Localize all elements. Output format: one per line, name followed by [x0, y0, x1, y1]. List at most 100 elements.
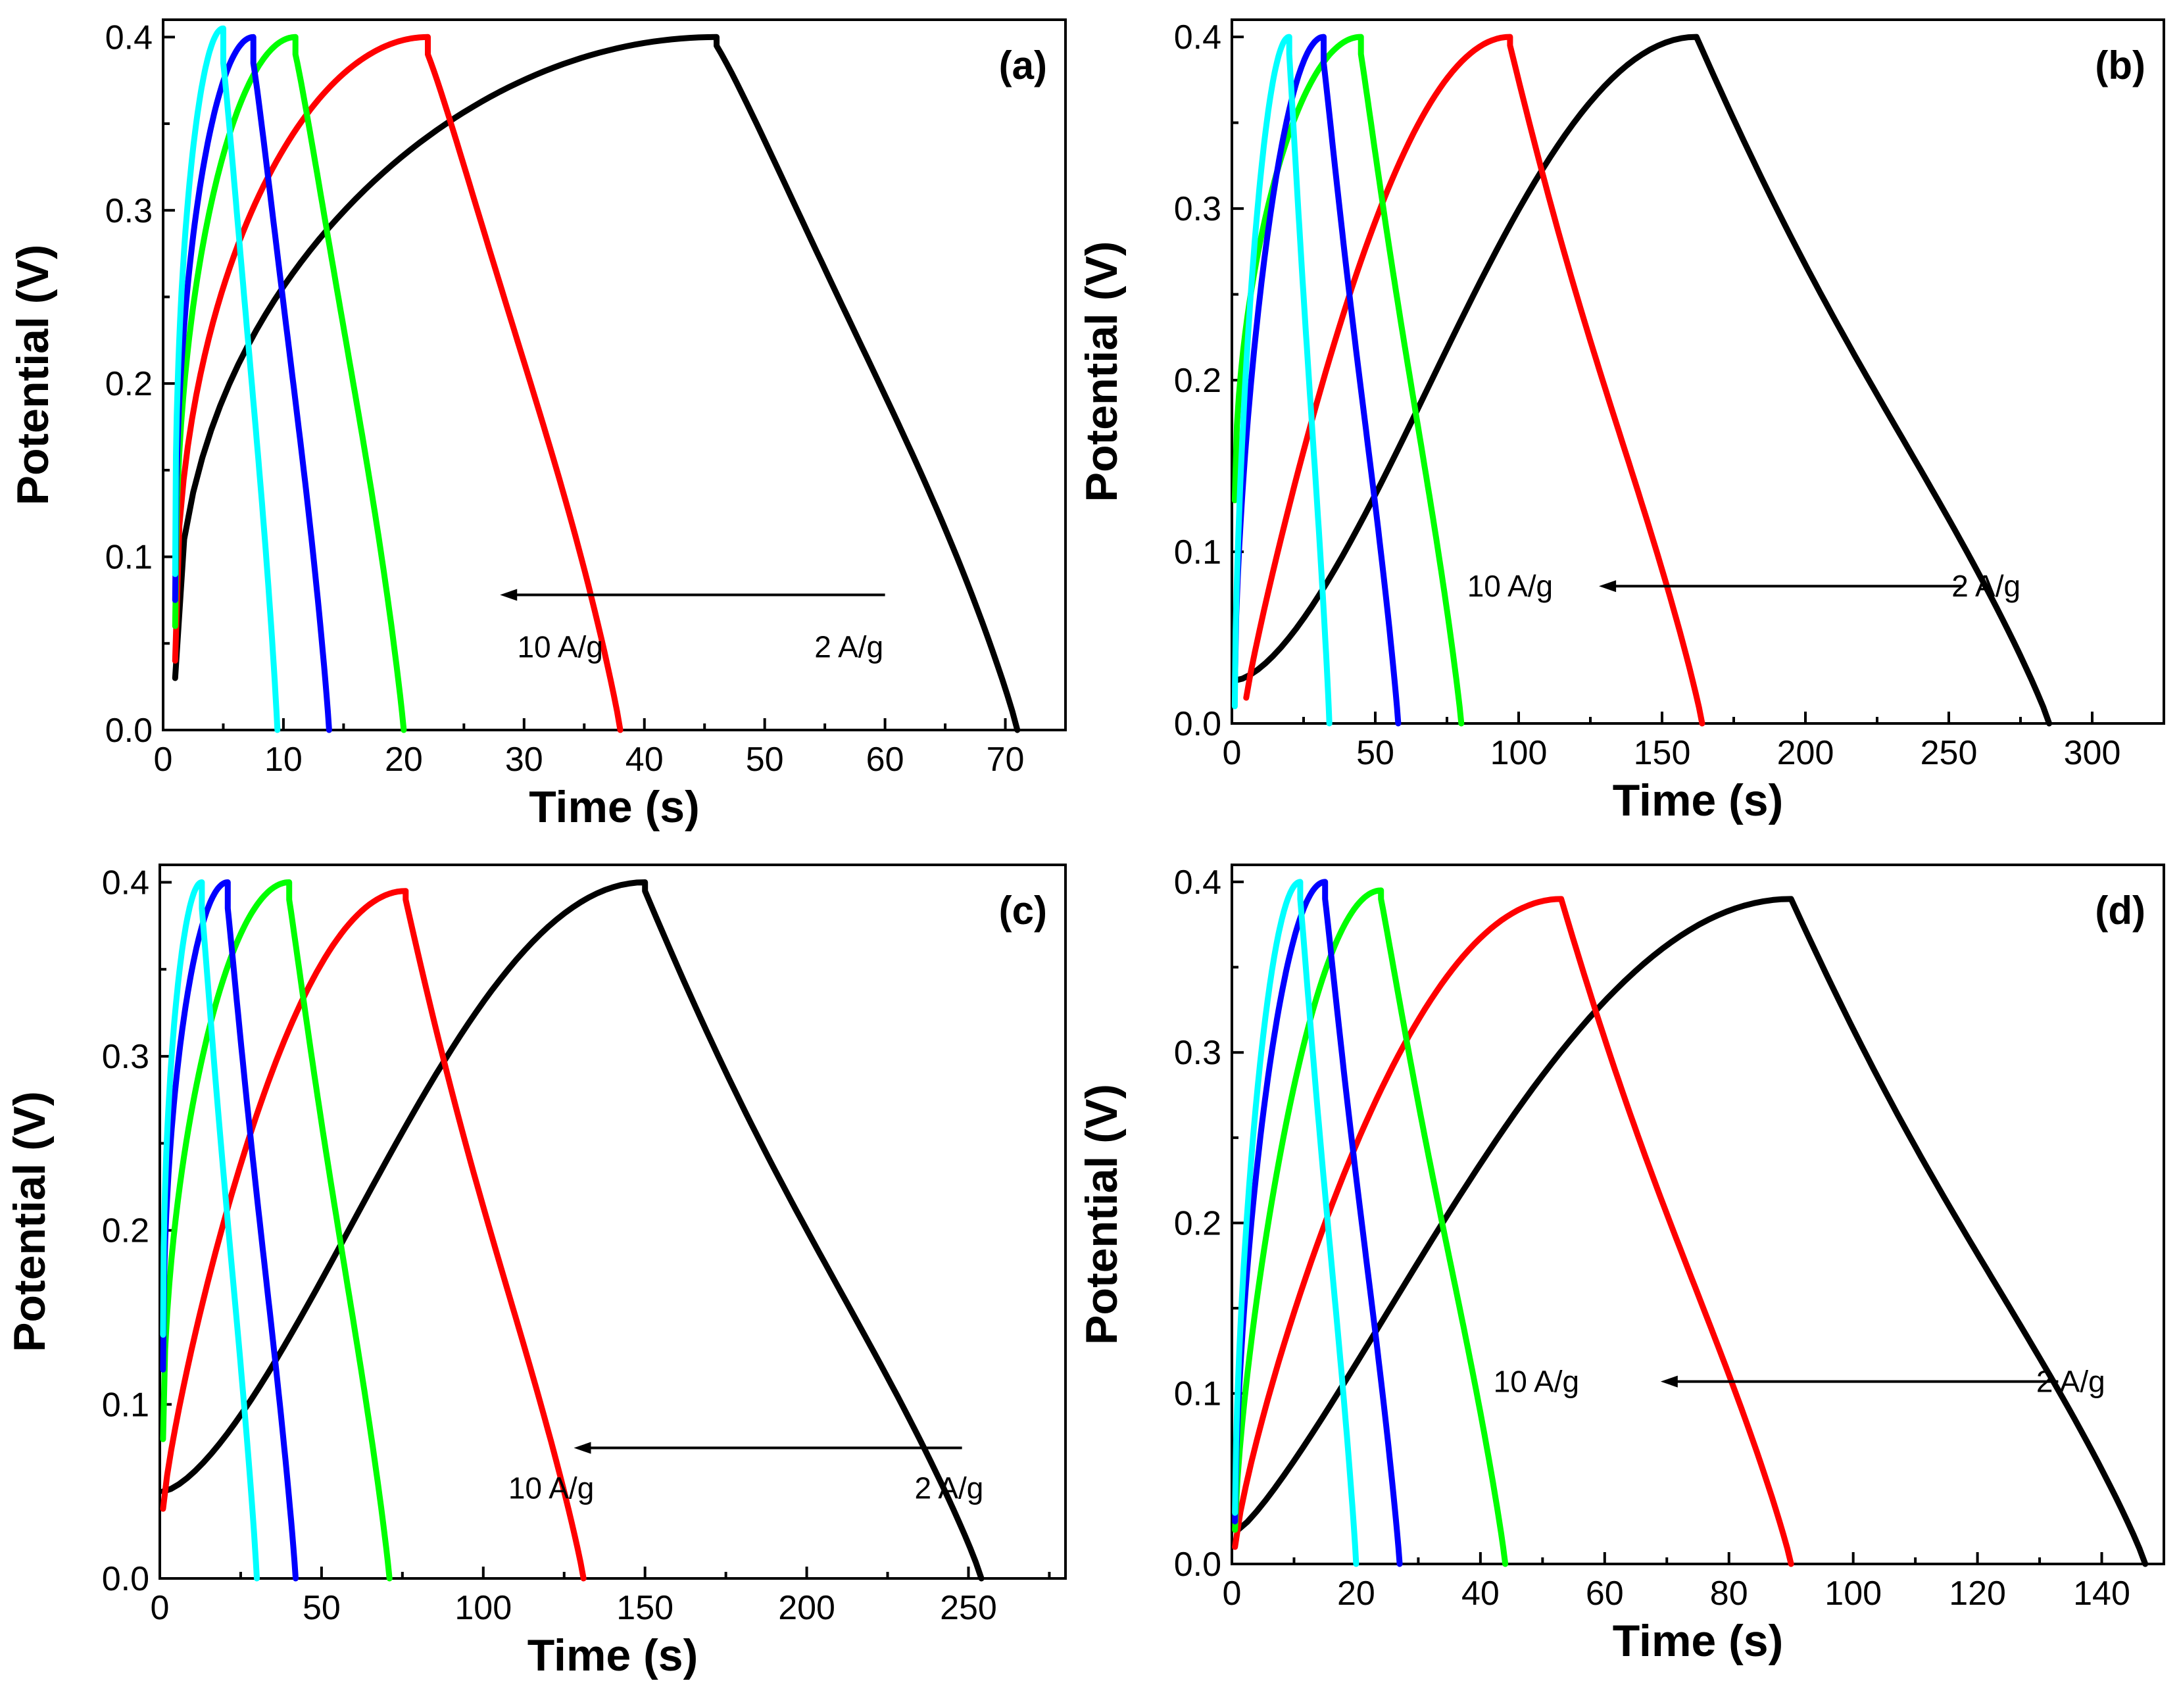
gcd-curve-10-a-g: [1231, 34, 1333, 727]
y-tick-label: 0.1: [1174, 1375, 1221, 1413]
x-tick-label: 300: [2064, 734, 2121, 772]
x-tick-label: 10: [264, 741, 303, 779]
x-tick-label: 60: [1586, 1574, 1624, 1613]
gcd-curve-10-a-g: [1232, 879, 1359, 1567]
gcd-curve-10-a-g: [160, 879, 260, 1582]
x-axis-title: Time (s): [1613, 1616, 1783, 1666]
x-tick-label: 0: [154, 741, 173, 779]
gcd-curve-4-a-g: [160, 888, 587, 1582]
x-tick-label: 200: [1777, 734, 1834, 772]
y-tick-label: 0.1: [102, 1386, 149, 1424]
gcd-curve-2-a-g: [160, 879, 985, 1582]
plot-frame: [159, 864, 1067, 1580]
gcd-curve-6-a-g: [160, 879, 393, 1582]
gcd-curve-8-a-g: [172, 34, 332, 733]
y-tick-label: 0.1: [1174, 533, 1221, 572]
x-tick-label: 70: [987, 741, 1025, 779]
y-tick-label: 0.3: [1174, 1034, 1221, 1072]
high-rate-label: 10 A/g: [508, 1471, 594, 1505]
x-tick-label: 30: [505, 741, 543, 779]
y-tick-label: 0.2: [1174, 362, 1221, 400]
y-tick-label: 0.4: [105, 18, 153, 57]
gcd-curve-10-a-g: [172, 25, 281, 733]
low-rate-label: 2 A/g: [1951, 569, 2020, 603]
x-tick-label: 100: [1490, 734, 1548, 772]
x-tick-label: 60: [866, 741, 904, 779]
gcd-curve-2-a-g: [1231, 34, 2053, 727]
x-tick-label: 250: [940, 1589, 997, 1627]
plot-frame: [162, 18, 1067, 731]
gcd-curve-6-a-g: [172, 34, 407, 733]
high-rate-label: 10 A/g: [517, 630, 602, 664]
gcd-curve-2-a-g: [172, 34, 1021, 733]
low-rate-label: 2 A/g: [814, 630, 883, 664]
y-tick-label: 0.2: [105, 365, 153, 403]
y-tick-label: 0.3: [1174, 190, 1221, 228]
gcd-curve-2-a-g: [1235, 896, 2149, 1567]
y-tick-label: 0.0: [105, 712, 153, 750]
y-tick-label: 0.2: [1174, 1204, 1221, 1242]
gcd-curve-4-a-g: [1232, 896, 1794, 1567]
low-rate-label: 2 A/g: [2036, 1365, 2105, 1399]
x-tick-label: 50: [303, 1589, 341, 1627]
panel-label: (b): [2095, 43, 2145, 87]
x-tick-label: 50: [746, 741, 784, 779]
panel-label: (c): [999, 889, 1047, 933]
high-rate-label: 10 A/g: [1467, 569, 1553, 603]
x-tick-label: 0: [1223, 1574, 1242, 1613]
gcd-curve-4-a-g: [172, 34, 624, 733]
x-tick-label: 50: [1356, 734, 1394, 772]
y-tick-label: 0.4: [1174, 864, 1221, 902]
gcd-curve-8-a-g: [160, 879, 299, 1582]
gcd-curve-8-a-g: [1231, 34, 1402, 727]
high-rate-label: 10 A/g: [1494, 1365, 1579, 1399]
plot-frame: [1231, 864, 2165, 1565]
low-rate-label: 2 A/g: [915, 1471, 984, 1505]
x-tick-label: 100: [454, 1589, 512, 1627]
y-tick-label: 0.1: [105, 539, 153, 577]
x-tick-label: 150: [616, 1589, 673, 1627]
y-tick-label: 0.0: [102, 1560, 149, 1598]
gcd-curve-8-a-g: [1232, 879, 1403, 1567]
x-tick-label: 40: [1461, 1574, 1500, 1613]
y-tick-label: 0.0: [1174, 1546, 1221, 1584]
x-axis-title: Time (s): [529, 782, 699, 832]
y-tick-label: 0.4: [102, 864, 149, 902]
chart-panel-d: 0 20 40 60 80 100 120 140 0.0 0.1 0.2 0.3 0.4 Time (s…: [1077, 864, 2165, 1666]
arrow-head: [1599, 580, 1617, 593]
y-tick-label: 0.3: [102, 1038, 149, 1076]
y-axis-title: Potential (V): [8, 245, 58, 506]
x-tick-label: 150: [1634, 734, 1691, 772]
arrow-head: [500, 589, 518, 601]
chart-panel-c: 0 50 100 150 200 250 0.0 0.1 0.2 0.3 0.4 Time (s) Po…: [5, 864, 1067, 1680]
y-axis-title: Potential (V): [1077, 1084, 1127, 1345]
gcd-curve-4-a-g: [1243, 34, 1705, 727]
y-tick-label: 0.3: [105, 192, 153, 230]
x-tick-label: 140: [2073, 1574, 2130, 1613]
x-tick-label: 250: [1921, 734, 1978, 772]
y-tick-label: 0.2: [102, 1212, 149, 1250]
arrow-head: [1660, 1375, 1678, 1388]
x-tick-label: 20: [385, 741, 423, 779]
x-tick-label: 100: [1824, 1574, 1882, 1613]
chart-panel-b: 0 50 100 150 200 250 300 0.0 0.1 0.2 0.3 0.4 Time (s…: [1077, 18, 2165, 825]
x-tick-label: 200: [778, 1589, 835, 1627]
panel-label: (d): [2095, 889, 2145, 933]
x-tick-label: 20: [1337, 1574, 1375, 1613]
x-tick-label: 80: [1710, 1574, 1748, 1613]
y-axis-title: Potential (V): [5, 1091, 55, 1352]
plot-frame: [1231, 18, 2165, 725]
x-tick-label: 0: [1223, 734, 1242, 772]
gcd-curve-6-a-g: [1232, 887, 1509, 1567]
x-tick-label: 40: [625, 741, 664, 779]
y-tick-label: 0.0: [1174, 705, 1221, 743]
x-axis-title: Time (s): [1613, 775, 1783, 825]
gcd-curve-6-a-g: [1231, 34, 1465, 727]
x-axis-title: Time (s): [527, 1630, 698, 1680]
arrow-head: [574, 1442, 591, 1454]
y-tick-label: 0.4: [1174, 18, 1221, 57]
panel-label: (a): [999, 43, 1047, 87]
x-tick-label: 0: [151, 1589, 170, 1627]
y-axis-title: Potential (V): [1077, 241, 1127, 502]
